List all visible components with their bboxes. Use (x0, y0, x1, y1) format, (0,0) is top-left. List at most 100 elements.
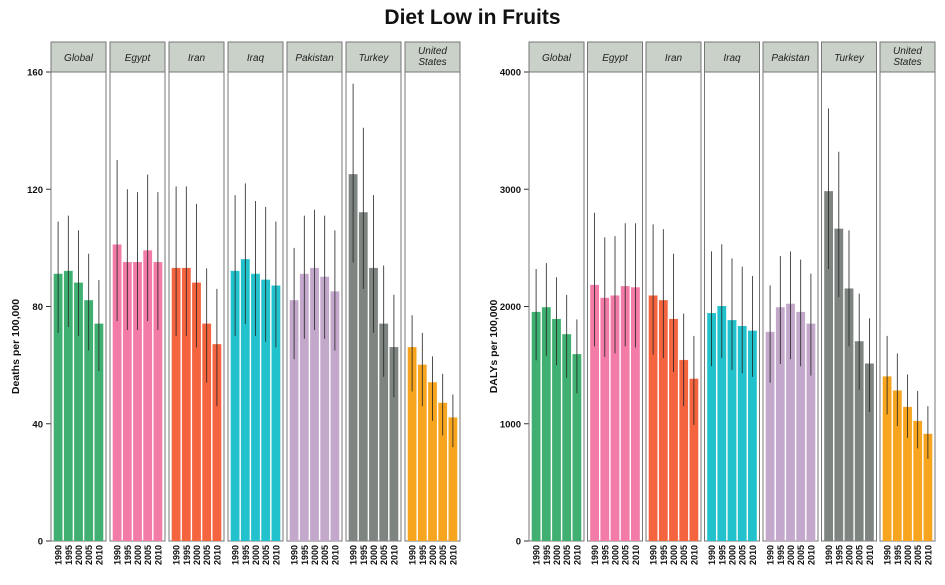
panel-iran: Iran 1990 1995 2000 2005 2010 (168, 41, 225, 565)
panel-label: States (418, 57, 446, 68)
x-tick-label: 2005 (562, 545, 572, 565)
x-tick-label: 1995 (123, 545, 133, 565)
panel-label: Iraq (723, 53, 741, 64)
y-axis-title: DALYs per 100,000 (488, 300, 500, 394)
bar (122, 262, 132, 541)
bar (923, 434, 933, 541)
panel-header (762, 41, 819, 73)
x-tick-label: 1990 (231, 545, 241, 565)
bar (330, 291, 340, 541)
x-tick-label: 2010 (153, 545, 163, 565)
bar (541, 307, 551, 541)
panel-global: Global 1990 1995 2000 2005 2010 (50, 41, 107, 565)
panel-header (50, 41, 107, 73)
bar (192, 283, 201, 541)
panel-header (168, 41, 225, 73)
x-tick-label: 2010 (689, 545, 699, 565)
bar (407, 347, 417, 541)
x-tick-label: 2005 (855, 545, 865, 565)
chart-title: Diet Low in Fruits (384, 6, 561, 29)
bar (84, 300, 94, 541)
bar (600, 298, 610, 541)
bar (552, 319, 561, 541)
x-tick-label: 2000 (369, 545, 379, 565)
bar (679, 360, 689, 541)
y-tick-label: 80 (32, 302, 43, 313)
y-tick-label: 4000 (500, 68, 521, 79)
bar (531, 312, 541, 541)
panel-label: Global (542, 53, 572, 64)
bar (181, 268, 191, 541)
bar (74, 283, 83, 541)
x-tick-label: 2010 (631, 545, 641, 565)
bar (94, 324, 104, 541)
bar (299, 274, 309, 541)
x-tick-label: 2010 (865, 545, 875, 565)
x-tick-label: 2000 (845, 545, 855, 565)
x-tick-label: 1995 (542, 545, 552, 565)
bar (806, 324, 816, 541)
bar (631, 287, 640, 541)
panel-label: Egypt (602, 53, 629, 64)
x-tick-label: 1990 (54, 545, 64, 565)
x-tick-label: 2000 (903, 545, 913, 565)
panel-pakistan: Pakistan 1990 1995 2000 2005 2010 (762, 41, 819, 565)
x-tick-label: 1995 (64, 545, 74, 565)
panel-global: Global 1990 1995 2000 2005 2010 (528, 41, 585, 565)
bar (775, 307, 785, 541)
x-tick-label: 1990 (766, 545, 776, 565)
x-tick-label: 2000 (611, 545, 621, 565)
panel-turkey: Turkey 1990 1995 2000 2005 2010 (345, 41, 402, 565)
bar (153, 262, 163, 541)
x-tick-label: 2005 (261, 545, 271, 565)
y-tick-label: 2000 (500, 302, 521, 313)
bar (143, 250, 153, 541)
bar (796, 312, 806, 541)
x-tick-label: 1990 (113, 545, 123, 565)
x-tick-label: 2005 (913, 545, 923, 565)
x-tick-label: 1995 (600, 545, 610, 565)
panel-iraq: Iraq 1990 1995 2000 2005 2010 (704, 41, 760, 565)
x-tick-label: 2010 (330, 545, 340, 565)
x-tick-label: 2000 (192, 545, 202, 565)
x-tick-label: 2000 (251, 545, 261, 565)
bar (112, 244, 122, 541)
bar (289, 300, 299, 541)
y-tick-label: 1000 (500, 419, 521, 430)
x-tick-label: 2010 (572, 545, 582, 565)
x-tick-label: 2000 (310, 545, 320, 565)
bar (786, 304, 795, 541)
y-tick-label: 40 (32, 419, 43, 430)
bar (707, 313, 716, 541)
x-tick-label: 1990 (290, 545, 300, 565)
panel-turkey: Turkey 1990 1995 2000 2005 2010 (821, 41, 877, 565)
bar (824, 191, 833, 541)
bar (717, 306, 727, 541)
x-tick-label: 1990 (649, 545, 659, 565)
panel-header (704, 41, 760, 73)
x-tick-label: 1995 (418, 545, 428, 565)
panel-label: United (418, 46, 447, 57)
bar (251, 274, 260, 541)
panel-label: States (893, 57, 921, 68)
panel-label: Pakistan (295, 53, 334, 64)
x-tick-label: 2005 (621, 545, 631, 565)
x-tick-label: 1995 (776, 545, 786, 565)
x-tick-label: 1990 (590, 545, 600, 565)
x-tick-label: 2010 (271, 545, 281, 565)
bar (348, 174, 358, 541)
panel-header (404, 41, 461, 73)
panel-header (227, 41, 284, 73)
x-tick-label: 2000 (74, 545, 84, 565)
bar (834, 229, 844, 542)
bar (689, 379, 699, 541)
panel-egypt: Egypt 1990 1995 2000 2005 2010 (587, 41, 643, 565)
bar (448, 417, 458, 541)
bar (202, 324, 212, 541)
x-tick-label: 2000 (133, 545, 143, 565)
bar (737, 326, 747, 541)
x-tick-label: 2010 (448, 545, 458, 565)
bar (438, 403, 448, 541)
